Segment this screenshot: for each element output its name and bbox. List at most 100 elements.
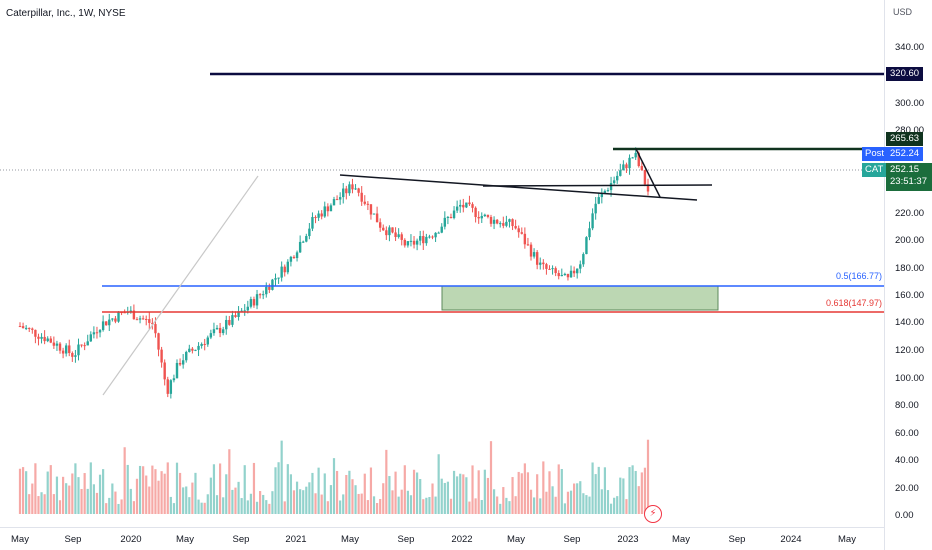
candle-body: [151, 322, 154, 325]
volume-bar: [339, 500, 342, 514]
volume-bar: [554, 496, 557, 514]
candle-body: [625, 164, 628, 169]
candle-body: [228, 319, 231, 325]
volume-bar: [234, 487, 237, 514]
volume-bar: [634, 470, 637, 514]
volume-bar: [431, 483, 434, 514]
price-tick-label: 220.00: [895, 208, 924, 219]
candle-body: [98, 330, 102, 333]
candle-body: [465, 202, 468, 208]
volume-bar: [631, 465, 634, 514]
volume-bar: [548, 471, 551, 514]
time-axis[interactable]: May Sep 2020 May Sep 2021 May Sep 2022 May Sep 2023…: [11, 534, 856, 545]
candle-body: [477, 217, 480, 219]
volume-bar: [517, 471, 520, 514]
time-tick-label: Sep: [398, 534, 415, 545]
volume-bar: [394, 471, 397, 514]
volume-bar: [468, 501, 471, 514]
candle-body: [295, 252, 299, 259]
volume-bar: [536, 474, 539, 514]
candle-body: [277, 277, 280, 279]
volume-bar: [61, 476, 65, 514]
candle-body: [354, 188, 357, 190]
candle-body: [298, 241, 302, 253]
demand-zone-rect[interactable]: [441, 285, 719, 311]
volume-bar: [622, 478, 625, 514]
volume-bar: [89, 462, 92, 514]
candle-body: [345, 188, 348, 194]
volume-bar: [299, 489, 302, 514]
volume-bar: [372, 496, 376, 514]
volume-bar: [185, 486, 188, 514]
volume-bar: [218, 463, 222, 514]
volume-bar: [249, 493, 252, 514]
volume-bar: [120, 499, 123, 514]
candle-body: [382, 227, 385, 231]
candle-body: [443, 217, 447, 227]
candle-body: [83, 345, 86, 347]
volume-bar: [625, 499, 628, 514]
volume-bar: [643, 467, 647, 514]
symbol-title[interactable]: Caterpillar, Inc., 1W, NYSE: [6, 8, 126, 19]
volume-bar: [262, 494, 265, 514]
candle-body: [622, 164, 625, 171]
price-axis[interactable]: 340.00 300.00 280.00 220.00 200.00 180.00 160.…: [895, 42, 924, 521]
candle-body: [548, 268, 551, 270]
volume-bar: [154, 469, 157, 514]
volume-bar: [252, 462, 256, 514]
candle-body: [505, 221, 508, 226]
volume-bar: [594, 474, 597, 514]
volume-bar: [172, 503, 176, 514]
candle-body: [52, 342, 56, 346]
volume-bar: [499, 503, 502, 514]
volume-bar: [606, 490, 610, 514]
volume-bar: [74, 463, 77, 514]
volume-bar: [416, 472, 419, 514]
volume-bar: [243, 465, 246, 514]
candle-body: [265, 286, 268, 295]
breakout-trendline[interactable]: [482, 184, 713, 187]
volume-bar: [508, 501, 511, 514]
volume-bar: [163, 473, 166, 514]
candle-body: [68, 345, 71, 354]
candle-body: [388, 227, 391, 236]
volume-bar: [379, 498, 382, 514]
volume-bar: [375, 503, 379, 514]
volume-bar: [400, 489, 403, 514]
volume-bar: [182, 487, 185, 514]
candle-body: [261, 294, 265, 296]
candle-body: [499, 223, 502, 225]
volume-bar: [609, 503, 613, 514]
price-tick-label: 200.00: [895, 235, 924, 246]
volume-bar: [382, 483, 385, 514]
candle-body: [529, 244, 533, 257]
wedge-trendline[interactable]: [635, 148, 661, 198]
candle-body: [212, 329, 216, 334]
price-tick-label: 280.00: [895, 125, 924, 136]
candle-body: [218, 327, 222, 334]
trend-ray-line[interactable]: [102, 175, 259, 396]
candle-body: [418, 236, 422, 241]
candle-body: [508, 219, 511, 222]
candle-body: [135, 319, 139, 321]
candle-body: [409, 240, 413, 242]
flash-icon[interactable]: ⚡: [644, 505, 662, 523]
volume-bar: [616, 496, 619, 514]
candle-body: [360, 192, 363, 202]
volume-bar: [573, 483, 576, 514]
volume-bar: [157, 480, 160, 514]
candle-body: [406, 241, 410, 246]
candle-body: [175, 362, 179, 379]
candle-body: [566, 273, 570, 278]
candle-body: [619, 170, 622, 176]
volume-bar: [323, 473, 326, 514]
neckline-trendline[interactable]: [339, 174, 698, 201]
candle-body: [502, 223, 505, 226]
volume-bar: [348, 470, 351, 514]
candle-body: [157, 333, 160, 350]
candle-body: [606, 190, 610, 192]
candle-body: [181, 360, 185, 365]
candle-body: [428, 236, 431, 238]
